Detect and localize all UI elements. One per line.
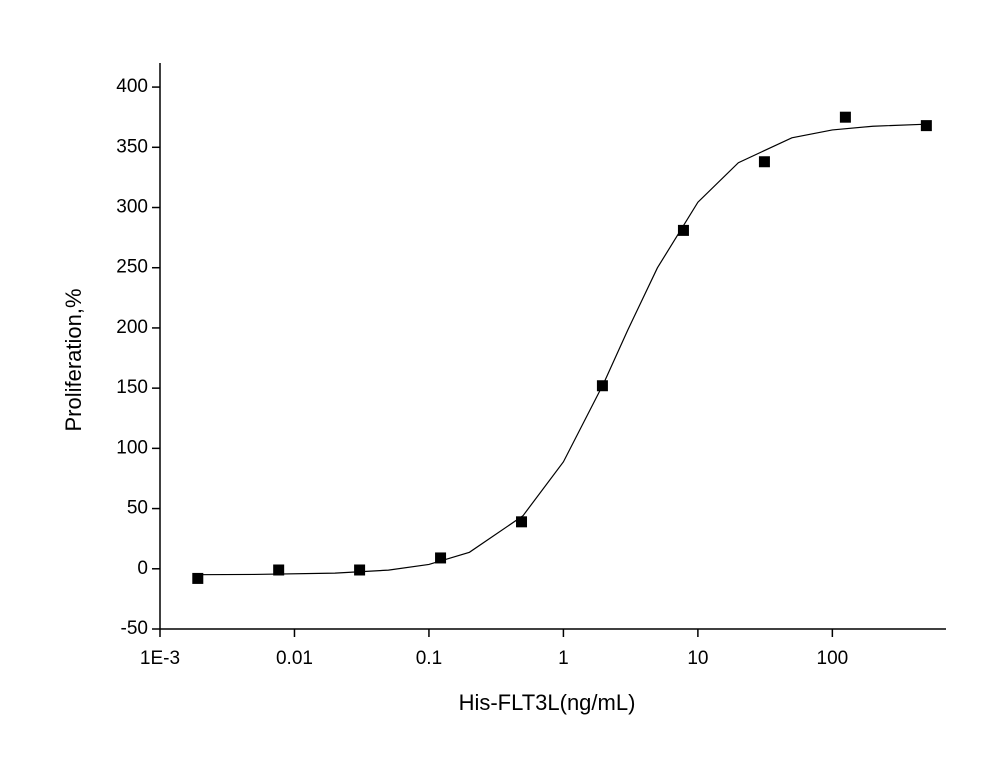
y-axis-title: Proliferation,% xyxy=(61,288,86,431)
y-tick-label: 300 xyxy=(116,197,148,218)
y-tick-label: 400 xyxy=(116,76,148,97)
data-point xyxy=(192,572,204,584)
x-tick-label: 1 xyxy=(558,648,569,669)
data-point xyxy=(758,156,770,168)
y-tick-label: 0 xyxy=(137,558,148,579)
data-point xyxy=(516,516,528,528)
y-tick-label: 350 xyxy=(116,136,148,157)
fit-curve xyxy=(197,123,927,576)
x-axis-title: His-FLT3L(ng/mL) xyxy=(459,690,636,715)
x-tick-label: 100 xyxy=(817,648,849,669)
y-tick-label: 250 xyxy=(116,257,148,278)
data-point xyxy=(354,564,366,576)
x-tick-label: 0.01 xyxy=(276,648,313,669)
data-point xyxy=(435,552,447,564)
x-tick-label: 10 xyxy=(687,648,708,669)
y-tick-label: 200 xyxy=(116,317,148,338)
y-tick-label: 150 xyxy=(116,377,148,398)
y-tick-label: 50 xyxy=(127,498,148,519)
data-point xyxy=(839,111,851,123)
y-tick-label: 100 xyxy=(116,437,148,458)
y-tick-label: -50 xyxy=(121,618,148,639)
data-point xyxy=(920,120,932,132)
data-point xyxy=(677,224,689,236)
x-tick-label: 0.1 xyxy=(416,648,442,669)
x-tick-label: 1E-3 xyxy=(140,648,180,669)
data-point xyxy=(273,564,285,576)
